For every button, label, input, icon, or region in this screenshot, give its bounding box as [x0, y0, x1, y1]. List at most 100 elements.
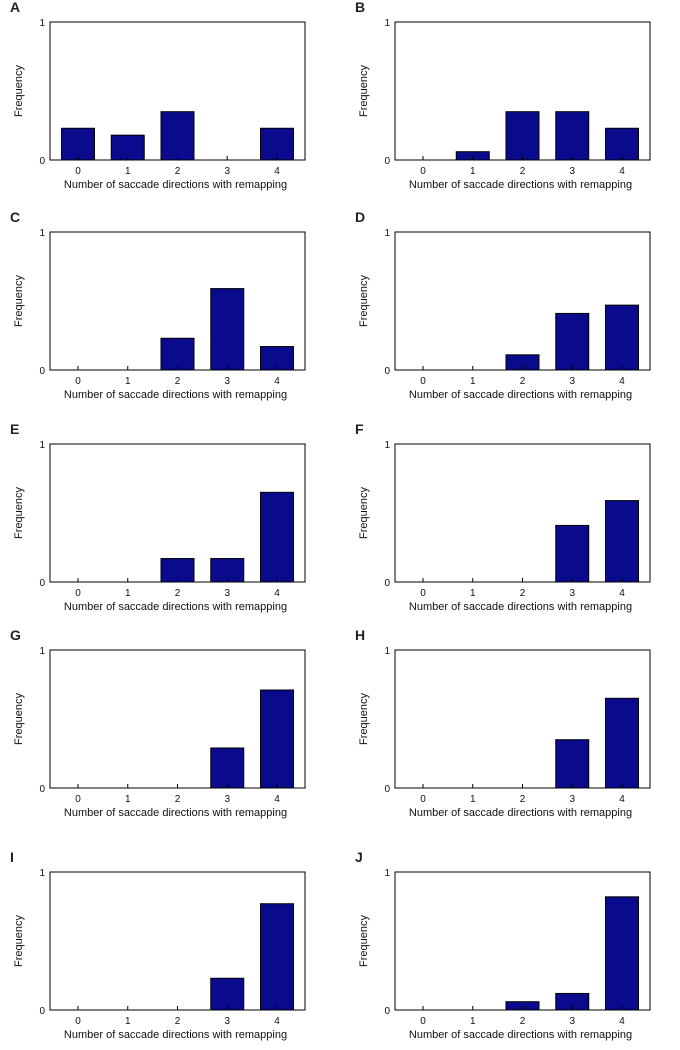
- y-axis-label: Frequency: [13, 275, 25, 327]
- y-axis-label: Frequency: [358, 915, 370, 967]
- y-tick-label: 1: [39, 18, 45, 29]
- y-tick-label: 0: [39, 366, 45, 377]
- panel-letter: F: [355, 421, 364, 437]
- x-tick-label: 0: [75, 794, 81, 805]
- x-axis-label: Number of saccade directions with remapp…: [64, 601, 287, 613]
- x-tick-label: 3: [224, 1016, 230, 1027]
- panel-letter: C: [10, 209, 21, 225]
- chart-panel-h: H 0 1 2 3 4 0 1 Number of saccade directions wi…: [355, 627, 655, 828]
- x-tick-label: 4: [274, 166, 280, 177]
- x-tick-label: 2: [175, 376, 181, 387]
- chart-c: 0 1 2 3 4 0 1 Number of saccade directions with…: [13, 228, 306, 401]
- panel-letter: J: [355, 849, 363, 865]
- chart-panel-i: I 0 1 2 3 4 0 1 Number of saccade directions wi…: [10, 849, 310, 1050]
- x-tick-label: 3: [224, 588, 230, 599]
- x-tick-label: 2: [175, 588, 181, 599]
- bar-0: [61, 127, 95, 161]
- bar-2: [160, 337, 195, 371]
- y-tick-label: 0: [384, 156, 390, 167]
- y-axis-label: Frequency: [358, 275, 370, 327]
- x-tick-label: 4: [619, 166, 625, 177]
- bar-4: [605, 500, 639, 583]
- x-axis-label: Number of saccade directions with remapp…: [64, 179, 287, 191]
- x-tick-label: 0: [75, 376, 81, 387]
- y-axis-label: Frequency: [13, 65, 25, 117]
- x-tick-label: 1: [125, 1016, 131, 1027]
- x-tick-label: 1: [125, 166, 131, 177]
- x-axis-label: Number of saccade directions with remapp…: [409, 389, 632, 401]
- y-axis-label: Frequency: [358, 487, 370, 539]
- x-tick-label: 0: [75, 166, 81, 177]
- chart-e: 0 1 2 3 4 0 1 Number of saccade directions with…: [13, 440, 306, 613]
- x-tick-label: 3: [569, 166, 575, 177]
- y-tick-label: 0: [39, 784, 45, 795]
- panel-letter: A: [10, 0, 21, 15]
- y-tick-label: 0: [384, 1006, 390, 1017]
- chart-panel-j: J 0 1 2 3 4 0 1 Number of saccade directions wi…: [355, 849, 655, 1050]
- y-tick-label: 1: [39, 868, 45, 879]
- y-tick-label: 1: [384, 646, 390, 657]
- chart-panel-f: F 0 1 2 3 4 0 1 Number of saccade directions wi…: [355, 421, 655, 622]
- y-axis-label: Frequency: [13, 693, 25, 745]
- x-tick-label: 0: [420, 166, 426, 177]
- x-tick-label: 0: [75, 1016, 81, 1027]
- x-tick-label: 3: [569, 1016, 575, 1027]
- bar-3: [555, 739, 590, 789]
- y-tick-label: 0: [384, 366, 390, 377]
- panel-letter: I: [10, 849, 14, 865]
- panel-letter: H: [355, 627, 366, 643]
- chart-b: 0 1 2 3 4 0 1 Number of saccade directions with…: [358, 18, 651, 191]
- bar-3: [210, 977, 245, 1011]
- x-tick-label: 2: [520, 376, 526, 387]
- panel-letter: D: [355, 209, 366, 225]
- x-tick-label: 4: [619, 794, 625, 805]
- x-tick-label: 0: [75, 588, 81, 599]
- x-tick-label: 4: [274, 1016, 280, 1027]
- x-tick-label: 4: [619, 1016, 625, 1027]
- x-tick-label: 4: [274, 588, 280, 599]
- x-tick-label: 3: [569, 794, 575, 805]
- x-tick-label: 1: [125, 588, 131, 599]
- x-axis-label: Number of saccade directions with remapp…: [409, 1029, 632, 1041]
- bar-3: [555, 111, 590, 161]
- x-axis-label: Number of saccade directions with remapp…: [409, 179, 632, 191]
- bar-3: [555, 312, 590, 371]
- bar-2: [160, 111, 195, 161]
- x-tick-label: 0: [420, 794, 426, 805]
- y-tick-label: 0: [39, 578, 45, 589]
- chart-panel-b: B 0 1 2 3 4 0 1 Number of saccade directions wi…: [355, 0, 655, 200]
- chart-panel-d: D 0 1 2 3 4 0 1 Number of saccade directions wi…: [355, 209, 655, 410]
- bar-4: [260, 491, 294, 583]
- x-tick-label: 1: [470, 794, 476, 805]
- y-tick-label: 1: [384, 440, 390, 451]
- x-tick-label: 2: [175, 166, 181, 177]
- chart-panel-c: C 0 1 2 3 4 0 1 Number of saccade directions wi…: [10, 209, 310, 410]
- x-tick-label: 3: [224, 166, 230, 177]
- x-axis-label: Number of saccade directions with remapp…: [409, 601, 632, 613]
- bar-4: [260, 127, 294, 161]
- chart-a: 0 1 2 3 4 0 1 Number of saccade directions with…: [13, 18, 306, 191]
- bar-4: [605, 127, 639, 161]
- chart-panel-g: G 0 1 2 3 4 0 1 Number of saccade directions wi…: [10, 627, 310, 828]
- y-axis-label: Frequency: [358, 65, 370, 117]
- x-tick-label: 2: [520, 166, 526, 177]
- y-axis-label: Frequency: [13, 487, 25, 539]
- chart-panel-a: A 0 1 2 3 4 0 1 Number of saccade directions wi…: [10, 0, 310, 200]
- bar-3: [210, 288, 245, 371]
- x-tick-label: 3: [224, 376, 230, 387]
- x-tick-label: 1: [125, 376, 131, 387]
- bar-4: [260, 903, 294, 1011]
- y-tick-label: 0: [384, 578, 390, 589]
- x-tick-label: 1: [470, 1016, 476, 1027]
- y-tick-label: 0: [384, 784, 390, 795]
- x-tick-label: 1: [470, 166, 476, 177]
- x-tick-label: 0: [420, 376, 426, 387]
- x-tick-label: 3: [569, 588, 575, 599]
- y-axis-label: Frequency: [358, 693, 370, 745]
- y-tick-label: 1: [384, 18, 390, 29]
- y-axis-label: Frequency: [13, 915, 25, 967]
- x-tick-label: 2: [520, 794, 526, 805]
- y-tick-label: 1: [39, 440, 45, 451]
- x-tick-label: 1: [125, 794, 131, 805]
- x-tick-label: 2: [175, 794, 181, 805]
